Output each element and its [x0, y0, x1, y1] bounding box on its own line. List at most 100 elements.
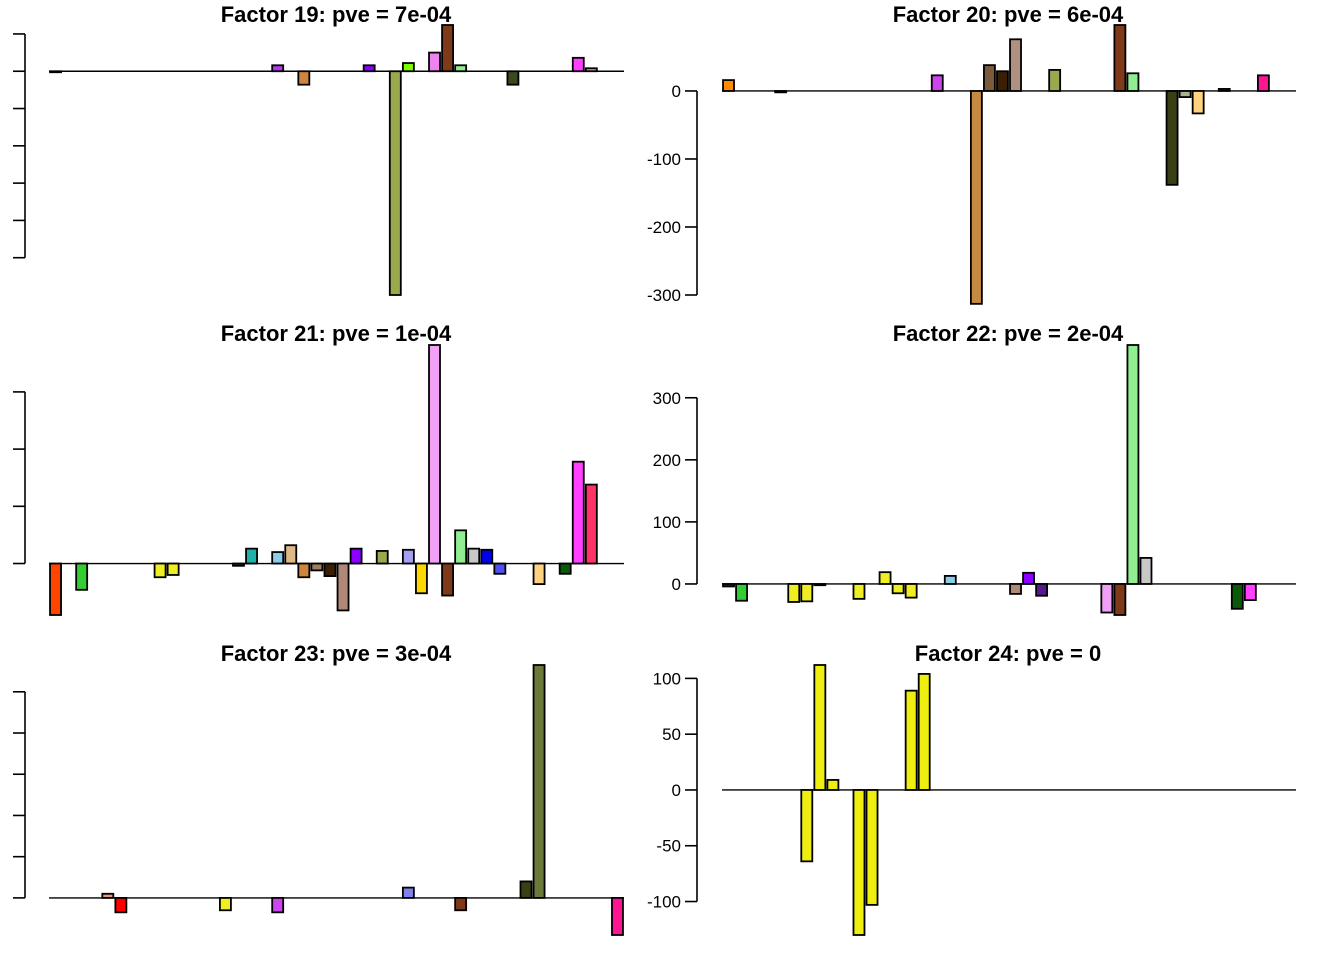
- y-tick-label: 100: [653, 669, 681, 688]
- y-tick-label: 0: [672, 575, 681, 594]
- bar: [493, 562, 507, 575]
- bar: [428, 344, 441, 565]
- bar: [297, 562, 311, 579]
- bar: [1113, 24, 1127, 92]
- panel-title: Factor 20: pve = 6e-04: [893, 2, 1124, 27]
- bar: [75, 562, 89, 591]
- bar: [865, 789, 879, 906]
- bar: [284, 544, 298, 565]
- bar: [571, 460, 585, 565]
- bar: [1139, 556, 1153, 585]
- y-tick-label: -200: [647, 218, 681, 237]
- bar: [336, 562, 350, 612]
- bar: [722, 79, 735, 92]
- bar: [1230, 583, 1244, 610]
- bar: [310, 562, 324, 572]
- bar: [532, 562, 546, 586]
- bar: [852, 789, 866, 936]
- panel-factor-19: Factor 19: pve = 7e-04: [13, 2, 624, 296]
- bar: [1100, 583, 1114, 614]
- bar: [584, 67, 598, 73]
- bar: [558, 562, 572, 575]
- bar: [441, 24, 454, 73]
- bar: [49, 562, 62, 616]
- bar: [375, 550, 389, 565]
- bar: [297, 70, 311, 86]
- y-tick-label: -100: [647, 893, 681, 912]
- bar: [388, 70, 402, 296]
- bar: [401, 62, 415, 73]
- y-tick-label: 0: [672, 781, 681, 800]
- bar: [800, 789, 814, 863]
- bar: [852, 583, 866, 600]
- bar: [532, 664, 546, 899]
- bar: [401, 886, 415, 899]
- y-tick-label: 50: [662, 725, 681, 744]
- bar: [441, 562, 454, 597]
- y-tick-label: 200: [653, 451, 681, 470]
- bar: [917, 673, 931, 791]
- bar: [428, 51, 441, 73]
- panel-factor-23: Factor 23: pve = 3e-04: [13, 641, 624, 936]
- panel-title: Factor 21: pve = 1e-04: [221, 321, 452, 346]
- bar: [735, 583, 748, 602]
- bar: [611, 897, 624, 936]
- y-tick-label: 300: [653, 389, 681, 408]
- y-tick-label: 0: [672, 82, 681, 101]
- bar: [996, 70, 1009, 92]
- bar: [584, 483, 598, 565]
- bar: [930, 74, 944, 92]
- bar: [722, 583, 735, 588]
- bar: [904, 689, 918, 791]
- bar: [519, 880, 533, 899]
- bar: [153, 562, 167, 579]
- bar: [1256, 74, 1270, 92]
- bar: [813, 583, 827, 587]
- panel-title: Factor 22: pve = 2e-04: [893, 321, 1124, 346]
- bar: [271, 897, 285, 914]
- bar: [1009, 583, 1022, 595]
- panel-title: Factor 19: pve = 7e-04: [221, 2, 452, 27]
- panel-factor-24: Factor 24: pve = 0 100 50 0 -50 -100: [647, 641, 1296, 936]
- bar: [49, 70, 62, 74]
- bar: [571, 56, 585, 73]
- bar: [826, 779, 840, 791]
- bar: [1009, 38, 1022, 92]
- bar: [362, 64, 376, 73]
- bar: [969, 90, 983, 305]
- bar: [454, 529, 468, 565]
- bar: [1035, 583, 1049, 597]
- bar: [166, 562, 180, 576]
- y-tick-label: 100: [653, 513, 681, 532]
- panel-factor-22: Factor 22: pve = 2e-04 0 100 200 300: [653, 321, 1296, 616]
- bar: [1217, 88, 1231, 92]
- bar: [454, 897, 468, 912]
- bar: [878, 571, 892, 585]
- y-tick-label: -50: [656, 837, 681, 856]
- bar: [1126, 344, 1140, 585]
- bar: [349, 547, 363, 565]
- bar: [774, 90, 788, 94]
- bar: [323, 562, 337, 578]
- bar: [787, 583, 801, 603]
- bar: [813, 664, 827, 791]
- bar: [1022, 571, 1035, 585]
- panel-title: Factor 23: pve = 3e-04: [221, 641, 452, 666]
- bar: [1178, 90, 1192, 98]
- panel-title: Factor 24: pve = 0: [915, 641, 1101, 666]
- bar: [1113, 583, 1127, 616]
- bar: [506, 70, 520, 86]
- bar: [219, 897, 232, 912]
- bar: [245, 547, 258, 565]
- panel-factor-20: Factor 20: pve = 6e-04 0 -100 -200 -300: [647, 2, 1296, 305]
- bar: [1126, 72, 1140, 92]
- bar: [232, 562, 245, 567]
- panel-factor-21: Factor 21: pve = 1e-04: [13, 321, 624, 616]
- bar: [1048, 68, 1062, 92]
- bar: [271, 551, 285, 565]
- bar: [415, 562, 428, 595]
- y-tick-label: -300: [647, 286, 681, 305]
- bar: [1191, 90, 1205, 115]
- bar: [1165, 90, 1179, 186]
